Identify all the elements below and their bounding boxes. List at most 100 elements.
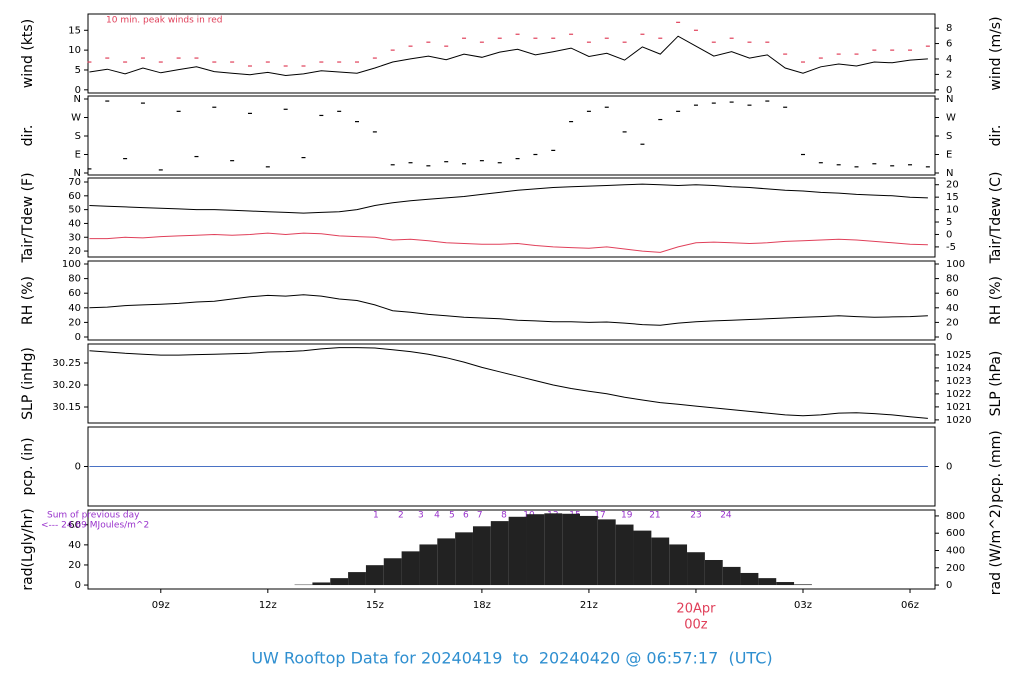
y-axis-label: SLP (inHg) <box>20 347 36 420</box>
y-tick-label: 20 <box>68 560 81 571</box>
series-line <box>89 183 928 214</box>
y2-tick-label: 100 <box>946 259 965 270</box>
y2-tick-label: S <box>946 131 952 142</box>
series-line <box>89 347 928 419</box>
hourly-label: 5 <box>449 511 455 521</box>
series-line <box>89 35 928 77</box>
y2-tick-label: 4 <box>946 54 952 65</box>
y-tick-label: 70 <box>68 177 81 188</box>
hourly-label: 1 <box>373 511 379 521</box>
bar <box>669 544 688 586</box>
y-tick-label: 60 <box>68 288 81 299</box>
panel-frame <box>87 95 936 176</box>
x-tick-label: 00z <box>684 618 708 633</box>
y-tick-label: 30.20 <box>52 380 81 391</box>
y2-tick-label: N <box>946 168 953 179</box>
annotation: 10 min. peak winds in red <box>106 16 223 26</box>
y-tick-label: 30.25 <box>52 358 81 369</box>
bar <box>580 515 598 586</box>
y-tick-label: N <box>74 94 81 105</box>
y-tick-label: 40 <box>68 218 81 229</box>
y2-tick-label: 6 <box>946 39 952 50</box>
x-tick-label: 12z <box>259 600 277 611</box>
bar <box>490 521 509 586</box>
y2-tick-label: 0 <box>946 332 952 343</box>
hourly-label: 7 <box>477 511 483 521</box>
hourly-label: 19 <box>621 511 633 521</box>
hourly-label: 3 <box>418 511 424 521</box>
y2-tick-label: 1020 <box>946 415 971 426</box>
bar <box>383 558 402 586</box>
panel-frame <box>87 343 936 424</box>
bar <box>615 524 634 586</box>
y2-tick-label: 0 <box>946 229 952 240</box>
y2-tick-label: 1021 <box>946 402 971 413</box>
hourly-label: 23 <box>690 511 701 521</box>
x-tick-label: 21z <box>580 600 598 611</box>
bar <box>455 532 473 586</box>
hourly-label: 8 <box>501 511 507 521</box>
y2-tick-label: 5 <box>946 217 952 228</box>
bar <box>472 526 491 586</box>
y-tick-label: 0 <box>75 580 81 591</box>
y2-axis-label: dir. <box>988 125 1004 147</box>
y2-tick-label: E <box>946 150 952 161</box>
y2-tick-label: 60 <box>946 288 959 299</box>
y-tick-label: W <box>71 113 81 124</box>
y2-axis-label: wind (m/s) <box>988 16 1004 90</box>
y-tick-label: 60 <box>68 520 81 531</box>
x-tick-label: 09z <box>152 600 170 611</box>
y2-tick-label: 1023 <box>946 376 971 387</box>
y2-axis-label: RH (%) <box>988 276 1004 325</box>
y2-tick-label: 20 <box>946 180 959 191</box>
y-tick-label: 50 <box>68 205 81 216</box>
y-tick-label: 15 <box>68 25 81 36</box>
bar <box>365 565 384 586</box>
panel-frame <box>87 260 936 341</box>
annotation: <--- 24.69 MJoules/m^2 <box>41 521 149 531</box>
y2-tick-label: 200 <box>946 563 965 574</box>
bar <box>740 572 759 586</box>
y2-tick-label: 40 <box>946 303 959 314</box>
y2-tick-label: 1025 <box>946 350 971 361</box>
y2-tick-label: W <box>946 113 956 124</box>
y2-axis-label: Tair/Tdew (C) <box>988 172 1004 265</box>
x-tick-label: 03z <box>794 600 812 611</box>
y-tick-label: 20 <box>68 246 81 257</box>
y2-tick-label: 15 <box>946 192 959 203</box>
y2-tick-label: N <box>946 94 953 105</box>
hourly-label: 4 <box>434 511 440 521</box>
y-tick-label: 100 <box>62 259 81 270</box>
y2-tick-label: 1024 <box>946 363 971 374</box>
y2-tick-label: 400 <box>946 545 965 556</box>
y-tick-label: 60 <box>68 191 81 202</box>
x-tick-label: 15z <box>366 600 384 611</box>
y-tick-label: 0 <box>75 85 81 96</box>
panel-frame <box>87 13 936 94</box>
bar <box>794 584 812 586</box>
y-axis-label: rad(Lgly/hr) <box>20 508 36 590</box>
bar <box>704 559 723 586</box>
y2-tick-label: 2 <box>946 69 952 80</box>
y-axis-label: RH (%) <box>20 276 36 325</box>
y2-axis-label: rad (W/m^2) <box>988 504 1004 595</box>
y-axis-label: dir. <box>20 125 36 147</box>
bar <box>508 516 527 586</box>
y2-tick-label: 1022 <box>946 389 971 400</box>
y-axis-label: Tair/Tdew (F) <box>20 172 36 263</box>
bar <box>544 513 563 586</box>
bar <box>651 537 670 586</box>
y2-tick-label: 20 <box>946 317 959 328</box>
y2-axis-label: SLP (hPa) <box>988 351 1004 417</box>
y2-tick-label: 80 <box>946 274 959 285</box>
bar <box>633 530 652 586</box>
y-tick-label: 30 <box>68 232 81 243</box>
y-axis-label: wind (kts) <box>20 19 36 88</box>
y-tick-label: 20 <box>68 317 81 328</box>
y2-tick-label: 600 <box>946 528 965 539</box>
bar <box>312 582 331 586</box>
hourly-label: 2 <box>398 511 404 521</box>
y-tick-label: S <box>75 131 81 142</box>
bar <box>419 544 438 586</box>
panel-frame <box>87 509 936 590</box>
